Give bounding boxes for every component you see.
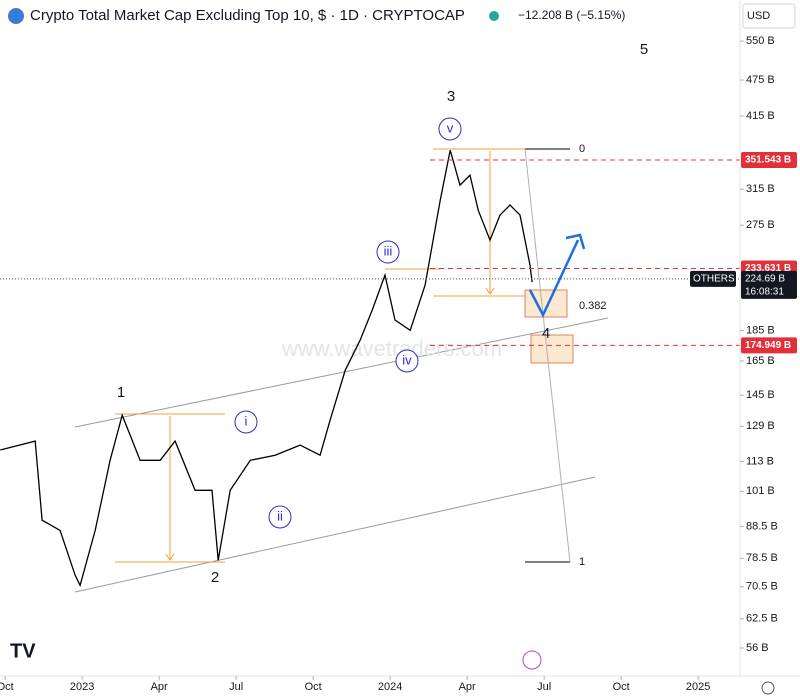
y-tick-label: 101 B [746,485,775,497]
wave-label: 1 [117,384,125,401]
x-tick-label: Apr [151,681,168,693]
currency-label[interactable]: USD [747,10,770,22]
fib-level: 0 [579,143,585,155]
symbol-icon [8,8,24,24]
wave-label: 5 [640,41,648,58]
target-zone [524,289,568,318]
y-tick-label: 70.5 B [746,581,778,593]
current-price-label: 224.69 B [745,274,785,285]
price-tag-label: 174.949 B [745,340,791,351]
y-tick-label: 550 B [746,35,775,47]
subwave-label: iv [402,352,412,367]
y-tick-label: 315 B [746,183,775,195]
fib-level: 1 [579,556,585,568]
y-tick-label: 88.5 B [746,520,778,532]
events-icon[interactable] [522,650,542,670]
projection-arrow [528,239,580,318]
y-tick-label: 113 B [746,455,774,467]
channel-lower [74,476,596,593]
price-tag-label: 233.631 B [745,263,791,274]
symbol-tag-label: OTHERS [693,274,735,285]
price-line [0,150,533,588]
x-tick-label: 2024 [378,681,402,693]
x-tick-label: Oct [613,681,630,693]
plot-area: www.wavetraders.com 1 2 3 4 5 i ii iii i… [0,41,740,593]
symbol-tag [690,270,736,287]
countdown-label: 16:08:31 [745,287,784,298]
status-dot [489,11,499,21]
fib-tool [524,148,571,563]
x-tick-label: 2023 [70,681,94,693]
wave-label: 3 [447,88,455,105]
current-price-tag [741,270,797,299]
y-tick-label: 165 B [746,355,775,367]
tv-logo[interactable]: TV [10,640,36,662]
x-tick-label: 2025 [686,681,710,693]
subwave-label: ii [277,508,283,523]
currency-button[interactable] [742,3,796,29]
subwave-label: i [245,413,248,428]
wave-label: 4 [542,325,550,342]
subwave-label: iii [384,243,393,258]
symbol-title[interactable]: Crypto Total Market Cap Excluding Top 10… [30,7,465,24]
x-tick-label: Jul [229,681,243,693]
y-tick-label: 129 B [746,420,775,432]
support-zone [530,334,574,364]
arrow-head [565,233,586,250]
watermark: www.wavetraders.com [281,336,502,361]
x-tick-label: Oct [305,681,322,693]
price-tag-label: 351.543 B [745,155,791,166]
y-tick-label: 275 B [746,219,775,231]
y-tick-label: 62.5 B [746,613,778,625]
price-tag [741,337,797,354]
y-tick-label: 56 B [746,642,769,654]
settings-icon[interactable] [761,681,775,695]
y-tick-label: 475 B [746,74,775,86]
channel-upper [74,317,609,428]
wave-label: 2 [211,569,219,586]
x-tick-label: Apr [459,681,476,693]
y-tick-label: 145 B [746,389,775,401]
x-tick-label: Oct [0,681,14,693]
fib-level: 0.382 [579,300,607,312]
subwave-circles [234,117,462,529]
x-tick-label: Jul [537,681,551,693]
y-tick-label: 415 B [746,110,775,122]
subwave-label: v [447,120,454,135]
price-tag [741,151,797,168]
y-tick-label: 185 B [746,324,775,336]
price-change: −12.208 B (−5.15%) [518,8,625,22]
y-tick-label: 78.5 B [746,552,778,564]
